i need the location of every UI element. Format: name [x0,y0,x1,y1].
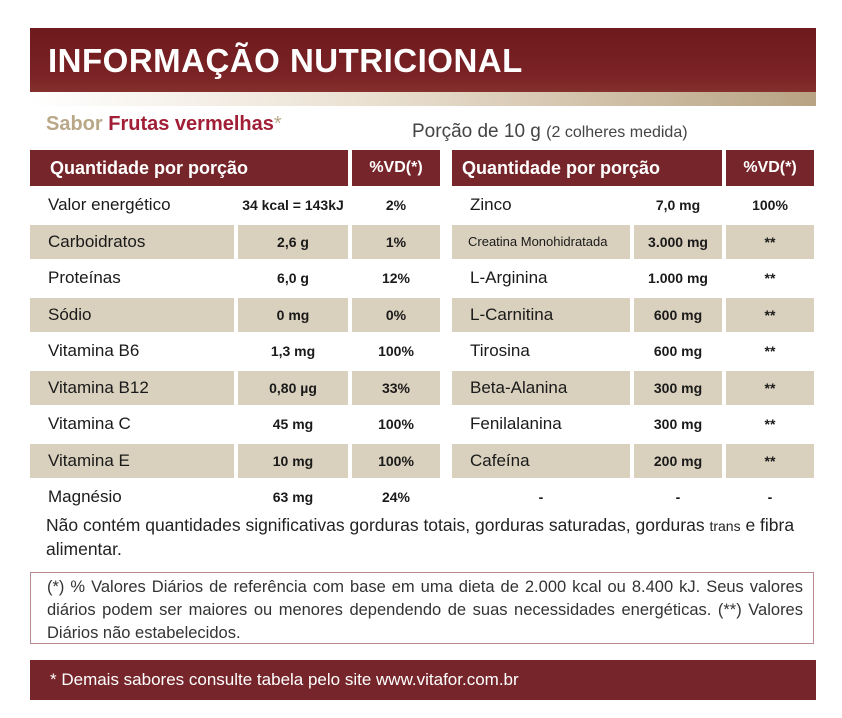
right-row-amount: 1.000 mg [648,270,708,286]
left-row-name: Vitamina E [30,443,234,478]
flavor-prefix: Sabor [46,113,103,135]
right-row-amount: 600 mg [653,343,703,359]
left-row-amount: 10 mg [238,443,348,478]
right-row-name: Fenilalanina [470,414,562,433]
right-row-name: Creatina Monohidratada [452,224,630,259]
portion-info: Porção de 10 g (2 colheres medida) [412,121,688,143]
flavor-name: Frutas vermelhas [108,113,274,135]
right-row-name: Beta-Alanina [452,370,630,405]
reference-box: (*) % Valores Diários de referência com … [30,572,814,644]
left-row-name: Vitamina B6 [48,341,140,360]
right-row-amount: - [675,489,681,505]
left-row-amount: 0 mg [238,297,348,332]
right-row-amount: 200 mg [634,443,722,478]
left-row-name: Sódio [30,297,234,332]
left-row-vd: 12% [381,270,411,286]
left-row-vd: 1% [352,224,440,259]
footer-banner: * Demais sabores consulte tabela pelo si… [30,660,816,700]
right-row-name: Zinco [470,195,512,214]
flavor-asterisk: * [273,113,282,135]
right-row-name: Tirosina [470,341,530,360]
right-row-vd: ** [726,297,814,332]
left-row-name: Vitamina C [48,414,131,433]
nutrition-note: Não contém quantidades significativas go… [46,514,822,561]
right-row-vd: ** [726,224,814,259]
left-row-vd: 100% [378,343,414,359]
right-row-vd: ** [726,443,814,478]
left-header-vd: %VD(*) [352,150,440,186]
left-row-amount: 0,80 µg [238,370,348,405]
left-row-amount: 63 mg [272,489,314,505]
left-row-vd: 33% [352,370,440,405]
flavor-label: Sabor Frutas vermelhas* [46,113,282,136]
right-row-amount: 300 mg [634,370,722,405]
note-part1: Não contém quantidades significativas go… [46,515,705,535]
left-row-amount: 1,3 mg [270,343,316,359]
right-row-name: L-Carnitina [452,297,630,332]
left-row-name: Vitamina B12 [30,370,234,405]
note-part2: e fibra alimentar. [46,515,795,559]
right-row-vd: 100% [752,197,788,213]
title-fade [30,92,816,106]
right-header-vd: %VD(*) [726,150,814,186]
right-row-amount: 600 mg [634,297,722,332]
right-row-vd: - [767,489,773,505]
left-row-vd: 2% [385,197,407,213]
left-row-name: Valor energético [48,195,171,214]
right-row-name: - [538,489,544,505]
left-row-amount: 34 kcal = 143kJ [242,197,344,213]
right-row-amount: 300 mg [653,416,703,432]
left-row-name: Magnésio [48,487,122,506]
note-trans: trans [709,518,741,534]
left-row-vd: 0% [352,297,440,332]
left-row-name: Proteínas [48,268,121,287]
portion-main: Porção de 10 g [412,121,541,142]
left-row-amount: 6,0 g [277,270,309,286]
right-row-amount: 7,0 mg [655,197,701,213]
left-row-vd: 100% [378,416,414,432]
left-row-amount: 45 mg [272,416,314,432]
right-header-quantity: Quantidade por porção [452,150,722,186]
right-row-name: Cafeína [452,443,630,478]
right-row-vd: ** [764,270,776,286]
left-row-vd: 24% [381,489,411,505]
title-banner: INFORMAÇÃO NUTRICIONAL [30,28,816,106]
left-row-name: Carboidratos [30,224,234,259]
reference-text: (*) % Valores Diários de referência com … [47,578,803,642]
left-row-vd: 100% [352,443,440,478]
left-row-amount: 2,6 g [238,224,348,259]
right-row-vd: ** [726,370,814,405]
right-row-vd: ** [764,416,776,432]
right-row-amount: 3.000 mg [634,224,722,259]
page-title: INFORMAÇÃO NUTRICIONAL [48,42,523,79]
portion-detail: (2 colheres medida) [546,124,688,141]
right-row-name: L-Arginina [470,268,548,287]
right-row-vd: ** [764,343,776,359]
left-header-quantity: Quantidade por porção [30,150,348,186]
